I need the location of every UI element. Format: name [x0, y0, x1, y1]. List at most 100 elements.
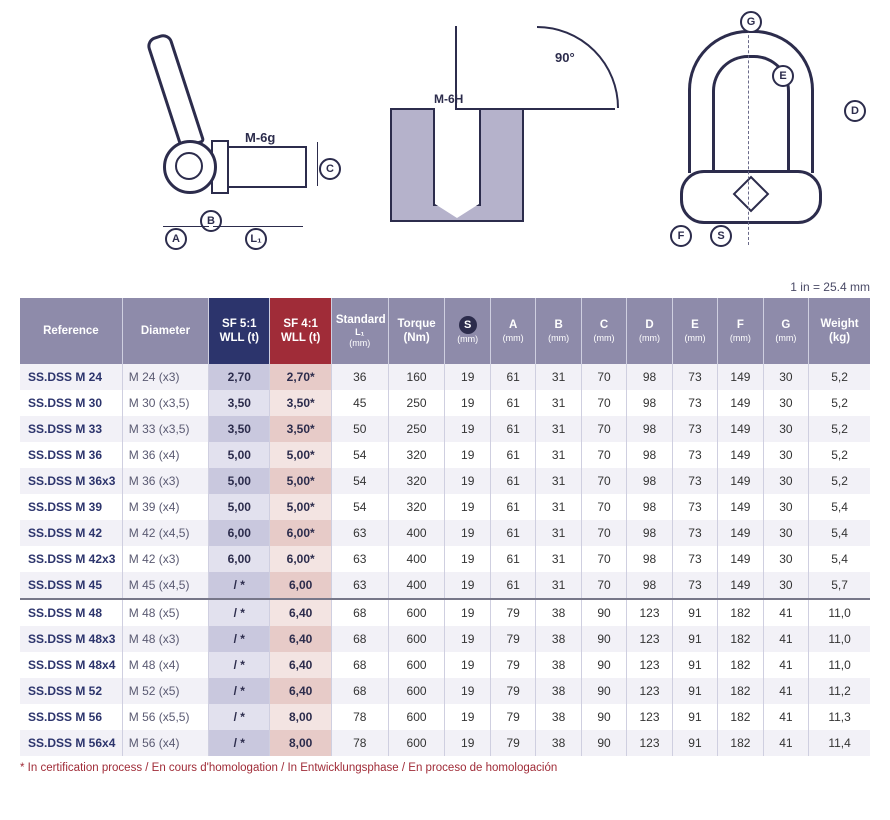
cell-G: 30: [763, 390, 808, 416]
cell-D: 98: [627, 390, 672, 416]
cell-ref: SS.DSS M 39: [20, 494, 122, 520]
cell-dia: M 36 (x3): [122, 468, 208, 494]
hdr-A: A(mm): [490, 298, 535, 364]
cell-wt: 11,0: [809, 626, 870, 652]
table-row: SS.DSS M 52M 52 (x5)/ *6,406860019793890…: [20, 678, 870, 704]
cell-sf4: 8,00: [270, 730, 331, 756]
cell-A: 79: [490, 730, 535, 756]
cell-sf4: 5,00*: [270, 494, 331, 520]
cell-ref: SS.DSS M 42x3: [20, 546, 122, 572]
hdr-reference: Reference: [20, 298, 122, 364]
cell-G: 41: [763, 704, 808, 730]
cell-D: 98: [627, 416, 672, 442]
cell-dia: M 39 (x4): [122, 494, 208, 520]
cell-sf4: 6,00*: [270, 520, 331, 546]
cell-ref: SS.DSS M 36: [20, 442, 122, 468]
cell-S: 19: [445, 390, 490, 416]
cell-sf5: / *: [209, 652, 270, 678]
cell-E: 91: [672, 678, 717, 704]
cell-sf4: 2,70*: [270, 364, 331, 390]
hdr-F: F(mm): [718, 298, 763, 364]
cell-dia: M 52 (x5): [122, 678, 208, 704]
cell-wt: 5,2: [809, 390, 870, 416]
cell-wt: 5,4: [809, 546, 870, 572]
cell-A: 61: [490, 546, 535, 572]
cell-B: 38: [536, 626, 581, 652]
cell-B: 31: [536, 468, 581, 494]
diagram-side-view: M-6g A B L₁ C: [145, 30, 345, 250]
cell-sf4: 6,40: [270, 678, 331, 704]
dim-C: C: [319, 158, 341, 180]
table-header-row: Reference Diameter SF 5:1 WLL (t) SF 4:1…: [20, 298, 870, 364]
cell-ref: SS.DSS M 48: [20, 599, 122, 626]
cell-G: 41: [763, 730, 808, 756]
cell-C: 90: [581, 730, 626, 756]
dim-E: E: [772, 65, 794, 87]
cell-D: 123: [627, 730, 672, 756]
cell-tq: 400: [388, 546, 445, 572]
cell-S: 19: [445, 572, 490, 599]
cell-dia: M 45 (x4,5): [122, 572, 208, 599]
cell-sf4: 6,40: [270, 652, 331, 678]
cell-wt: 5,2: [809, 442, 870, 468]
cell-wt: 5,4: [809, 520, 870, 546]
cell-l1: 68: [331, 626, 388, 652]
cell-ref: SS.DSS M 56x4: [20, 730, 122, 756]
cell-A: 61: [490, 390, 535, 416]
cell-l1: 54: [331, 442, 388, 468]
dim-F: F: [670, 225, 692, 247]
cell-wt: 11,3: [809, 704, 870, 730]
cell-G: 41: [763, 652, 808, 678]
cell-sf5: 5,00: [209, 468, 270, 494]
cell-E: 73: [672, 520, 717, 546]
cell-S: 19: [445, 442, 490, 468]
cell-S: 19: [445, 599, 490, 626]
cell-D: 123: [627, 626, 672, 652]
dim-B: B: [200, 210, 222, 232]
cell-S: 19: [445, 652, 490, 678]
cell-dia: M 33 (x3,5): [122, 416, 208, 442]
cell-C: 70: [581, 494, 626, 520]
cell-G: 30: [763, 364, 808, 390]
cell-l1: 78: [331, 730, 388, 756]
cell-A: 61: [490, 442, 535, 468]
cell-A: 61: [490, 572, 535, 599]
cell-sf5: / *: [209, 678, 270, 704]
hdr-G: G(mm): [763, 298, 808, 364]
cell-l1: 45: [331, 390, 388, 416]
cell-G: 30: [763, 494, 808, 520]
cell-wt: 5,2: [809, 416, 870, 442]
cell-wt: 11,0: [809, 652, 870, 678]
cell-sf5: / *: [209, 599, 270, 626]
cell-dia: M 48 (x4): [122, 652, 208, 678]
table-row: SS.DSS M 48x4M 48 (x4)/ *6,4068600197938…: [20, 652, 870, 678]
cell-C: 70: [581, 442, 626, 468]
label-m6g: M-6g: [245, 130, 275, 145]
cell-sf5: 3,50: [209, 416, 270, 442]
cell-l1: 78: [331, 704, 388, 730]
cell-ref: SS.DSS M 24: [20, 364, 122, 390]
cell-E: 73: [672, 494, 717, 520]
cell-sf4: 6,40: [270, 626, 331, 652]
cell-wt: 5,2: [809, 468, 870, 494]
table-row: SS.DSS M 48M 48 (x5)/ *6,406860019793890…: [20, 599, 870, 626]
cell-wt: 11,2: [809, 678, 870, 704]
cell-F: 149: [718, 390, 763, 416]
table-row: SS.DSS M 56M 56 (x5,5)/ *8,0078600197938…: [20, 704, 870, 730]
dim-D: D: [844, 100, 866, 122]
cell-G: 41: [763, 626, 808, 652]
cell-l1: 54: [331, 468, 388, 494]
cell-E: 73: [672, 546, 717, 572]
cell-B: 31: [536, 494, 581, 520]
cell-F: 149: [718, 442, 763, 468]
cell-l1: 68: [331, 678, 388, 704]
cell-E: 73: [672, 468, 717, 494]
cell-sf5: 5,00: [209, 494, 270, 520]
cell-sf5: / *: [209, 626, 270, 652]
cell-E: 91: [672, 730, 717, 756]
cell-D: 98: [627, 442, 672, 468]
cell-S: 19: [445, 468, 490, 494]
cell-sf5: / *: [209, 704, 270, 730]
cell-S: 19: [445, 416, 490, 442]
cell-tq: 320: [388, 494, 445, 520]
